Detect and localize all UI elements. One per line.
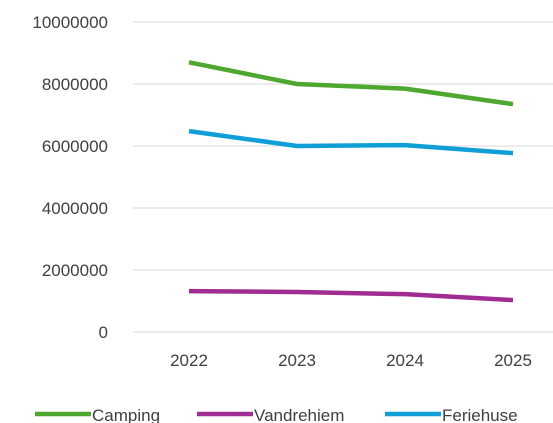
series-line [188,128,514,156]
legend-label: Vandrehiem [254,406,344,423]
legend-label: Camping [92,406,160,423]
y-tick-label: 8000000 [42,75,108,94]
x-tick-label: 2022 [170,351,208,370]
y-tick-label: 4000000 [42,199,108,218]
x-tick-label: 2024 [386,351,424,370]
series-line [188,60,514,107]
y-tick-label: 6000000 [42,137,108,156]
y-tick-label: 2000000 [42,261,108,280]
x-tick-label: 2023 [278,351,316,370]
legend-label: Feriehuse [442,406,518,423]
series-line [188,288,514,303]
x-tick-label: 2025 [494,351,532,370]
y-tick-label: 0 [99,323,108,342]
y-tick-label: 10000000 [32,13,108,32]
